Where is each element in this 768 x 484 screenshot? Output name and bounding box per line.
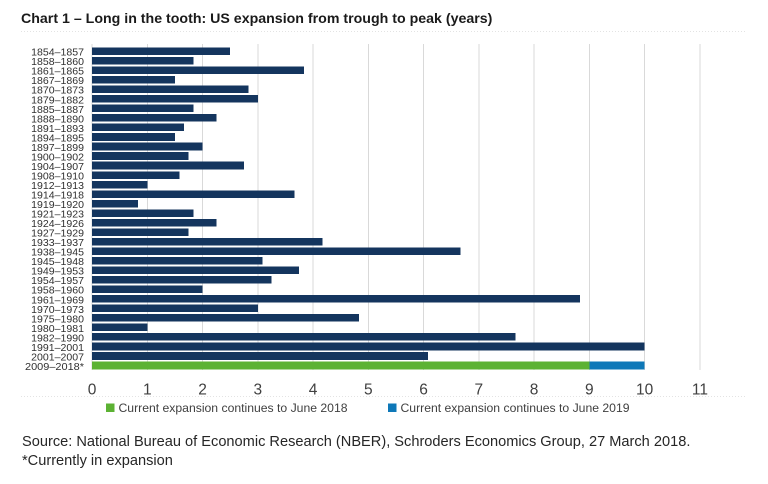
svg-text:4: 4 — [309, 382, 318, 399]
svg-text:1933–1937: 1933–1937 — [31, 238, 84, 249]
svg-text:1904–1907: 1904–1907 — [31, 162, 84, 173]
svg-text:1858–1860: 1858–1860 — [31, 57, 84, 68]
svg-text:2009–2018*: 2009–2018* — [25, 362, 84, 373]
svg-text:1961–1969: 1961–1969 — [31, 295, 84, 306]
svg-text:1938–1945: 1938–1945 — [31, 248, 84, 259]
svg-text:1980–1981: 1980–1981 — [31, 324, 84, 335]
svg-text:10: 10 — [636, 382, 654, 399]
svg-text:5: 5 — [364, 382, 373, 399]
svg-text:1970–1973: 1970–1973 — [31, 305, 84, 316]
svg-text:1900–1902: 1900–1902 — [31, 152, 84, 163]
svg-text:1912–1913: 1912–1913 — [31, 181, 84, 192]
svg-text:1879–1882: 1879–1882 — [31, 95, 84, 106]
svg-text:Current expansion continues to: Current expansion continues to June 2018 — [119, 401, 348, 415]
svg-text:1924–1926: 1924–1926 — [31, 219, 84, 230]
svg-text:1894–1895: 1894–1895 — [31, 133, 84, 144]
svg-text:*Currently in expansion: *Currently in expansion — [22, 453, 173, 469]
svg-text:9: 9 — [585, 382, 594, 399]
svg-text:1: 1 — [143, 382, 152, 399]
svg-text:1975–1980: 1975–1980 — [31, 314, 84, 325]
svg-text:1954–1957: 1954–1957 — [31, 276, 84, 287]
svg-text:3: 3 — [253, 382, 262, 399]
svg-text:6: 6 — [419, 382, 428, 399]
svg-text:1854–1857: 1854–1857 — [31, 48, 84, 59]
svg-text:0: 0 — [88, 382, 97, 399]
svg-text:2: 2 — [198, 382, 207, 399]
svg-text:2001–2007: 2001–2007 — [31, 352, 84, 363]
svg-text:Chart 1 – Long in the tooth: U: Chart 1 – Long in the tooth: US expansio… — [21, 11, 493, 27]
svg-text:1921–1923: 1921–1923 — [31, 210, 84, 221]
svg-text:1885–1887: 1885–1887 — [31, 105, 84, 116]
svg-text:1958–1960: 1958–1960 — [31, 286, 84, 297]
svg-text:1945–1948: 1945–1948 — [31, 257, 84, 268]
svg-text:1867–1869: 1867–1869 — [31, 76, 84, 87]
svg-text:1914–1918: 1914–1918 — [31, 191, 84, 202]
svg-text:7: 7 — [474, 382, 483, 399]
svg-text:1891–1893: 1891–1893 — [31, 124, 84, 135]
svg-text:8: 8 — [530, 382, 539, 399]
svg-text:1991–2001: 1991–2001 — [31, 343, 84, 354]
svg-text:Current expansion continues to: Current expansion continues to June 2019 — [401, 401, 630, 415]
svg-text:1870–1873: 1870–1873 — [31, 86, 84, 97]
svg-text:1919–1920: 1919–1920 — [31, 200, 84, 211]
svg-text:11: 11 — [692, 382, 708, 399]
svg-text:Source: National Bureau of Eco: Source: National Bureau of Economic Rese… — [22, 434, 690, 450]
svg-text:1861–1865: 1861–1865 — [31, 67, 84, 78]
svg-text:1888–1890: 1888–1890 — [31, 114, 84, 125]
svg-text:1949–1953: 1949–1953 — [31, 267, 84, 278]
svg-text:1982–1990: 1982–1990 — [31, 333, 84, 344]
svg-text:1908–1910: 1908–1910 — [31, 171, 84, 182]
svg-text:1927–1929: 1927–1929 — [31, 229, 84, 240]
svg-text:1897–1899: 1897–1899 — [31, 143, 84, 154]
